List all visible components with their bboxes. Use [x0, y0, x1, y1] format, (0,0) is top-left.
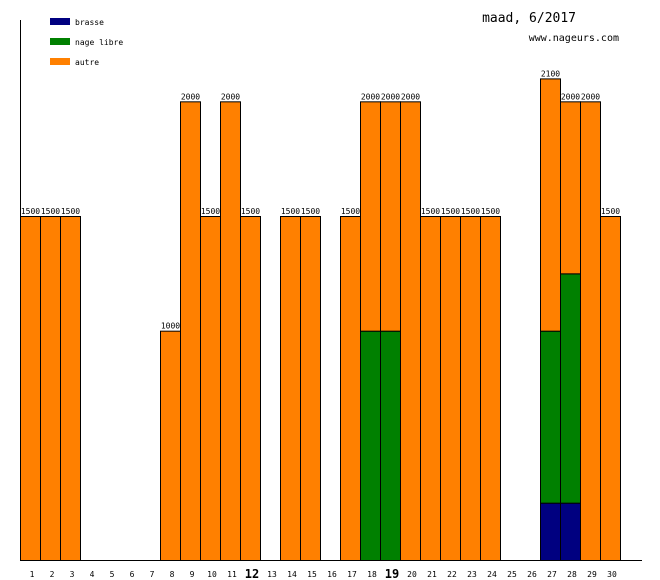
bar-segment-autre-day-10 [200, 216, 221, 561]
x-tick-label-12: 12 [245, 567, 259, 580]
bar-segment-autre-day-29 [580, 101, 601, 561]
data-label-day-1: 1500 [21, 207, 40, 216]
data-label-day-12: 1500 [241, 207, 260, 216]
bar-segment-autre-day-27 [540, 78, 561, 332]
x-tick-label-21: 21 [427, 570, 437, 579]
chart-subtitle: www.nageurs.com [529, 33, 619, 44]
data-label-day-23: 1500 [461, 207, 480, 216]
data-label-day-30: 1500 [601, 207, 620, 216]
bar-segment-autre-day-23 [460, 216, 481, 561]
data-label-day-18: 2000 [361, 92, 380, 101]
data-label-day-22: 1500 [441, 207, 460, 216]
bar-segment-autre-day-11 [220, 101, 241, 561]
x-tick-label-19: 19 [385, 567, 399, 580]
x-tick-label-18: 18 [367, 570, 377, 579]
data-label-day-21: 1500 [421, 207, 440, 216]
data-label-day-27: 2100 [541, 69, 560, 78]
bar-segment-autre-day-2 [40, 216, 61, 561]
data-label-day-28: 2000 [561, 92, 580, 101]
x-tick-label-13: 13 [267, 570, 277, 579]
x-tick-label-15: 15 [307, 570, 317, 579]
x-tick-label-11: 11 [227, 570, 237, 579]
data-label-day-2: 1500 [41, 207, 60, 216]
x-tick-label-5: 5 [110, 570, 115, 579]
x-tick-label-6: 6 [130, 570, 135, 579]
x-tick-label-30: 30 [607, 570, 617, 579]
x-tick-label-17: 17 [347, 570, 357, 579]
data-label-day-29: 2000 [581, 92, 600, 101]
x-tick-label-14: 14 [287, 570, 297, 579]
bar-segment-autre-day-14 [280, 216, 301, 561]
bar-segment-nage-libre-day-28 [560, 273, 581, 504]
x-tick-label-28: 28 [567, 570, 577, 579]
x-tick-label-27: 27 [547, 570, 557, 579]
bar-segment-autre-day-19 [380, 101, 401, 332]
bar-segment-autre-day-18 [360, 101, 381, 332]
x-tick-label-4: 4 [90, 570, 95, 579]
bar-segment-autre-day-20 [400, 101, 421, 561]
bar-segment-autre-day-24 [480, 216, 501, 561]
data-label-day-24: 1500 [481, 207, 500, 216]
data-label-day-20: 2000 [401, 92, 420, 101]
bar-segment-brasse-day-28 [560, 502, 581, 561]
x-tick-label-25: 25 [507, 570, 517, 579]
bar-segment-autre-day-15 [300, 216, 321, 561]
x-tick-label-8: 8 [170, 570, 175, 579]
x-tick-label-16: 16 [327, 570, 337, 579]
bar-segment-autre-day-22 [440, 216, 461, 561]
x-tick-label-22: 22 [447, 570, 457, 579]
x-tick-label-20: 20 [407, 570, 417, 579]
chart-title: maad, 6/2017 [482, 11, 576, 26]
legend-swatch-nage-libre [50, 38, 70, 45]
data-label-day-11: 2000 [221, 92, 240, 101]
x-tick-label-2: 2 [50, 570, 55, 579]
x-tick-label-29: 29 [587, 570, 597, 579]
bar-segment-autre-day-30 [600, 216, 621, 561]
bar-segment-nage-libre-day-19 [380, 330, 401, 561]
legend-swatch-brasse [50, 18, 70, 25]
legend-label-autre: autre [75, 58, 99, 67]
bar-segment-autre-day-9 [180, 101, 201, 561]
x-tick-label-9: 9 [190, 570, 195, 579]
bar-segment-nage-libre-day-18 [360, 330, 381, 561]
data-label-day-3: 1500 [61, 207, 80, 216]
bar-segment-autre-day-17 [340, 216, 361, 561]
bar-segment-nage-libre-day-27 [540, 330, 561, 504]
bar-segment-autre-day-1 [20, 216, 41, 561]
data-label-day-19: 2000 [381, 92, 400, 101]
x-tick-label-24: 24 [487, 570, 497, 579]
data-label-day-14: 1500 [281, 207, 300, 216]
data-label-day-17: 1500 [341, 207, 360, 216]
data-label-day-10: 1500 [201, 207, 220, 216]
bar-segment-brasse-day-27 [540, 502, 561, 561]
data-label-day-9: 2000 [181, 92, 200, 101]
bar-segment-autre-day-28 [560, 101, 581, 275]
x-tick-label-10: 10 [207, 570, 217, 579]
x-tick-label-26: 26 [527, 570, 537, 579]
bar-segment-autre-day-12 [240, 216, 261, 561]
legend-label-nage-libre: nage libre [75, 38, 123, 47]
bar-segment-autre-day-21 [420, 216, 441, 561]
x-tick-label-3: 3 [70, 570, 75, 579]
x-tick-label-23: 23 [467, 570, 477, 579]
bar-segment-autre-day-3 [60, 216, 81, 561]
bar-segment-autre-day-8 [160, 330, 181, 561]
legend-swatch-autre [50, 58, 70, 65]
data-label-day-8: 1000 [161, 322, 180, 331]
legend-label-brasse: brasse [75, 18, 104, 27]
x-tick-label-1: 1 [30, 570, 35, 579]
x-tick-label-7: 7 [150, 570, 155, 579]
data-label-day-15: 1500 [301, 207, 320, 216]
